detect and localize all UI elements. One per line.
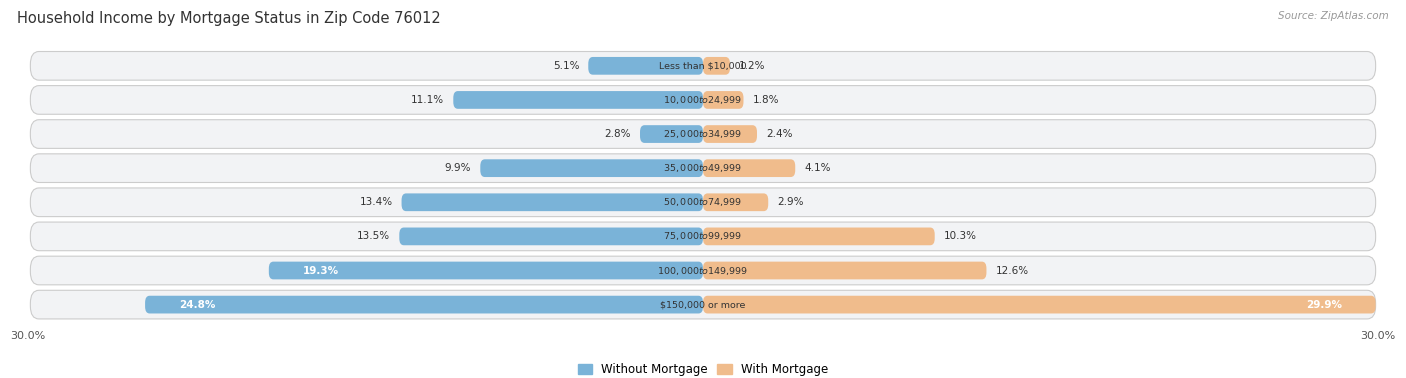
Text: 2.4%: 2.4% (766, 129, 793, 139)
Text: 1.2%: 1.2% (740, 61, 765, 71)
FancyBboxPatch shape (31, 120, 1375, 149)
FancyBboxPatch shape (703, 296, 1375, 313)
FancyBboxPatch shape (453, 91, 703, 109)
Text: 9.9%: 9.9% (444, 163, 471, 173)
Text: Less than $10,000: Less than $10,000 (659, 61, 747, 70)
FancyBboxPatch shape (481, 159, 703, 177)
Text: 29.9%: 29.9% (1306, 300, 1341, 310)
Text: 13.5%: 13.5% (357, 231, 391, 242)
FancyBboxPatch shape (703, 91, 744, 109)
FancyBboxPatch shape (31, 222, 1375, 251)
FancyBboxPatch shape (31, 188, 1375, 217)
FancyBboxPatch shape (31, 154, 1375, 183)
FancyBboxPatch shape (399, 228, 703, 245)
Text: $10,000 to $24,999: $10,000 to $24,999 (664, 94, 742, 106)
Text: 5.1%: 5.1% (553, 61, 579, 71)
FancyBboxPatch shape (402, 194, 703, 211)
Text: 19.3%: 19.3% (302, 265, 339, 276)
Text: $50,000 to $74,999: $50,000 to $74,999 (664, 196, 742, 208)
FancyBboxPatch shape (31, 51, 1375, 80)
Text: Household Income by Mortgage Status in Zip Code 76012: Household Income by Mortgage Status in Z… (17, 11, 440, 26)
FancyBboxPatch shape (31, 85, 1375, 114)
FancyBboxPatch shape (703, 262, 987, 279)
Text: $150,000 or more: $150,000 or more (661, 300, 745, 309)
FancyBboxPatch shape (588, 57, 703, 75)
FancyBboxPatch shape (703, 194, 768, 211)
FancyBboxPatch shape (640, 125, 703, 143)
Text: 10.3%: 10.3% (943, 231, 977, 242)
Text: $75,000 to $99,999: $75,000 to $99,999 (664, 230, 742, 242)
FancyBboxPatch shape (703, 57, 730, 75)
Text: 24.8%: 24.8% (179, 300, 215, 310)
FancyBboxPatch shape (31, 256, 1375, 285)
Text: 11.1%: 11.1% (411, 95, 444, 105)
FancyBboxPatch shape (269, 262, 703, 279)
Text: 2.9%: 2.9% (778, 197, 804, 207)
Text: Source: ZipAtlas.com: Source: ZipAtlas.com (1278, 11, 1389, 21)
Text: 12.6%: 12.6% (995, 265, 1029, 276)
Text: 1.8%: 1.8% (752, 95, 779, 105)
Text: 2.8%: 2.8% (605, 129, 631, 139)
Legend: Without Mortgage, With Mortgage: Without Mortgage, With Mortgage (574, 358, 832, 378)
FancyBboxPatch shape (31, 290, 1375, 319)
Text: 4.1%: 4.1% (804, 163, 831, 173)
Text: $35,000 to $49,999: $35,000 to $49,999 (664, 162, 742, 174)
FancyBboxPatch shape (703, 228, 935, 245)
Text: 13.4%: 13.4% (360, 197, 392, 207)
FancyBboxPatch shape (145, 296, 703, 313)
FancyBboxPatch shape (703, 159, 796, 177)
FancyBboxPatch shape (703, 125, 756, 143)
Text: $100,000 to $149,999: $100,000 to $149,999 (658, 265, 748, 276)
Text: $25,000 to $34,999: $25,000 to $34,999 (664, 128, 742, 140)
